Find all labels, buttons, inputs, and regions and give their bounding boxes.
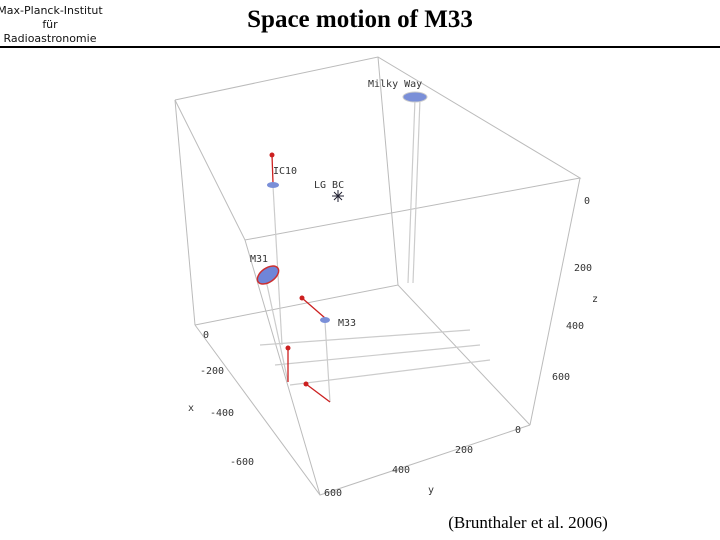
logo-line: Max-Planck-Institut (0, 4, 103, 17)
x-tick-label: -400 (210, 408, 234, 419)
galaxy (402, 91, 428, 103)
object-label: Milky Way (368, 79, 422, 90)
x-axis-label: x (188, 403, 194, 414)
galaxy (320, 317, 330, 323)
galaxy (256, 265, 280, 285)
slide-title: Space motion of M33 (247, 6, 473, 33)
logo-line: für (42, 18, 58, 31)
object-label: M31 (250, 254, 268, 265)
x-tick-label: -200 (200, 366, 224, 377)
z-axis-label: z (592, 294, 598, 305)
logo-line: Radioastronomie (4, 32, 97, 45)
z-tick-label: 600 (552, 372, 570, 383)
logo: Max-Planck-Institut für Radioastronomie (0, 4, 103, 45)
z-tick-label: 200 (574, 263, 592, 274)
objects: Milky Way IC10 LG BC M31 M33 (250, 79, 428, 403)
object-label: M33 (338, 318, 356, 329)
axis-labels: 0 200 z 400 600 0 -200 x -400 -600 600 y… (188, 196, 598, 499)
galaxy (267, 182, 279, 188)
object-label: IC10 (273, 166, 297, 177)
citation: (Brunthaler et al. 2006) (448, 513, 608, 532)
lg-bc-marker (332, 190, 344, 202)
y-tick-label: 200 (455, 445, 473, 456)
y-tick-label: 600 (324, 488, 342, 499)
x-tick-label: 0 (203, 330, 209, 341)
object-label: LG BC (314, 180, 344, 191)
z-tick-label: 0 (584, 196, 590, 207)
x-tick-label: -600 (230, 457, 254, 468)
plot-box (174, 56, 582, 496)
y-tick-label: 400 (392, 465, 410, 476)
z-tick-label: 400 (566, 321, 584, 332)
y-tick-label: 0 (515, 425, 521, 436)
y-axis-label: y (428, 485, 434, 496)
